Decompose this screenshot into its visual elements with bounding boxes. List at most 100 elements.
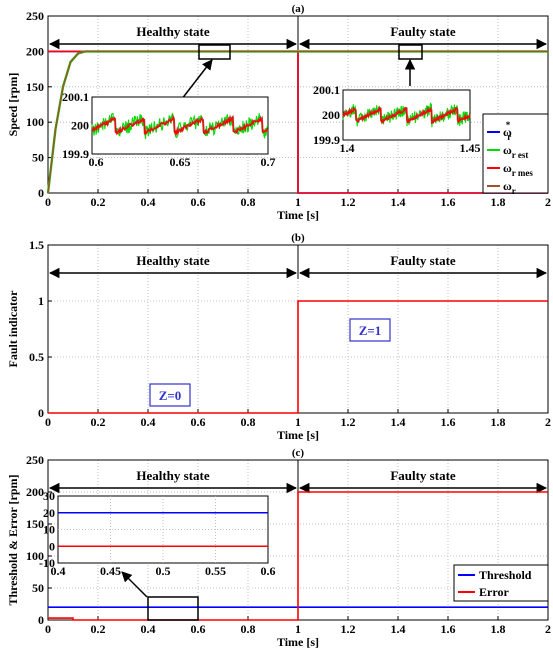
healthy-state-label: Healthy state xyxy=(136,24,210,39)
inset-x-tick-label: 1.4 xyxy=(340,141,355,155)
inset-x-tick-label: 0.65 xyxy=(170,155,191,169)
legend-symbol: ω xyxy=(503,143,512,157)
error-inset: -10 0 10 20 30 0.4 0.45 0.5 0.55 0.6 xyxy=(39,489,276,578)
inset-x-tick-label: 0.6 xyxy=(89,155,104,169)
y-tick-label: 50 xyxy=(32,581,44,595)
inset-y-tick-label: 200 xyxy=(71,119,89,133)
x-tick-label: 1 xyxy=(295,195,301,209)
legend-subscript: r est xyxy=(512,150,529,160)
x-tick-label: 1.2 xyxy=(341,622,356,636)
x-tick-label: 1.8 xyxy=(491,622,506,636)
inset-x-tick-label: 0.6 xyxy=(261,564,276,578)
legend-actual-label: ωr xyxy=(503,179,516,196)
inset-y-tick-label: 0 xyxy=(49,539,55,553)
inset-x-tick-label: 0.45 xyxy=(100,564,121,578)
healthy-state-label: Healthy state xyxy=(136,468,210,483)
x-tick-label: 1.4 xyxy=(391,622,406,636)
y-tick-label: 1.5 xyxy=(29,238,44,252)
inset-y-tick-label: -10 xyxy=(39,556,55,570)
x-tick-label: 1.2 xyxy=(341,415,356,429)
z0-annotation-frame xyxy=(149,383,191,407)
x-tick-label: 2 xyxy=(545,415,551,429)
inset-x-tick-label: 0.5 xyxy=(156,564,171,578)
y-tick-label: 100 xyxy=(26,549,44,563)
x-axis-label: Time [s] xyxy=(277,635,319,649)
inset-y-tick-label: 200.1 xyxy=(313,83,340,97)
faulty-state-label: Faulty state xyxy=(390,468,456,483)
x-tick-label: 1.4 xyxy=(391,415,406,429)
inset-measured-trace xyxy=(342,107,471,124)
y-tick-label: 0 xyxy=(38,613,44,627)
y-tick-label: 100 xyxy=(26,115,44,129)
z0-annotation: Z=0 xyxy=(159,388,182,403)
x-tick-label: 1.8 xyxy=(491,195,506,209)
chart-title: (a) xyxy=(292,3,305,15)
legend-subscript: r xyxy=(507,132,511,142)
legend-superscript: * xyxy=(506,120,511,130)
inset-frame xyxy=(91,96,269,155)
legend-c-frame xyxy=(453,564,549,602)
y-axis-label: Threshold & Error [rpm] xyxy=(6,474,20,605)
inset-x-tick-label: 0.55 xyxy=(205,564,226,578)
x-tick-label: 1.2 xyxy=(341,195,356,209)
x-tick-label: 0.6 xyxy=(191,622,206,636)
x-tick-label: 0 xyxy=(45,415,51,429)
x-tick-label: 1 xyxy=(295,622,301,636)
legend-estimated-label: ωr est xyxy=(503,143,528,160)
legend-measured-label: ωr mes xyxy=(503,161,533,178)
inset-y-tick-label: 30 xyxy=(43,489,55,503)
legend-subscript: r mes xyxy=(512,168,534,178)
chart-b: 0 0.2 0.4 0.6 0.8 1 1.2 1.4 1.6 1.8 2 0 0.5 1 1.5 (b) Ti… xyxy=(6,232,551,442)
inset-y-tick-label: 20 xyxy=(43,506,55,520)
x-tick-label: 1.6 xyxy=(441,622,456,636)
y-tick-label: 0 xyxy=(38,406,44,420)
x-tick-label: 0.2 xyxy=(91,415,106,429)
legend-subscript: r xyxy=(512,186,516,196)
y-tick-label: 0 xyxy=(38,186,44,200)
x-tick-label: 1.6 xyxy=(441,415,456,429)
inset-y-tick-label: 199.9 xyxy=(313,133,340,147)
x-tick-label: 0.6 xyxy=(191,415,206,429)
inset-x-tick-label: 1.45 xyxy=(460,141,481,155)
chart-title: (b) xyxy=(291,232,305,244)
x-tick-label: 2 xyxy=(545,195,551,209)
inset-y-tick-label: 200 xyxy=(322,108,340,122)
x-tick-label: 0.4 xyxy=(141,195,156,209)
legend-reference-label: ω* r xyxy=(503,120,512,142)
inset-x-tick-label: 0.7 xyxy=(261,155,276,169)
x-tick-label: 0.8 xyxy=(241,622,256,636)
fault-indicator-line xyxy=(48,300,548,414)
x-tick-label: 0 xyxy=(45,622,51,636)
x-tick-label: 1.6 xyxy=(441,195,456,209)
y-tick-label: 150 xyxy=(26,80,44,94)
legend-error-label: Error xyxy=(479,585,509,599)
y-axis-label: Speed [rpm] xyxy=(6,73,20,137)
y-axis-label: Fault indicator xyxy=(6,290,20,368)
legend-threshold-label: Threshold xyxy=(479,568,532,582)
chart-a: 0 0.2 0.4 0.6 0.8 1 1.2 1.4 1.6 1.8 2 0 50 100 150 200 2… xyxy=(6,3,551,222)
z1-annotation: Z=1 xyxy=(359,323,382,338)
legend-a-frame xyxy=(482,113,549,194)
y-tick-label: 0.5 xyxy=(29,350,44,364)
x-tick-label: 0.8 xyxy=(241,415,256,429)
y-tick-label: 200 xyxy=(26,44,44,58)
x-tick-label: 1.4 xyxy=(391,195,406,209)
inset-x-tick-label: 0.4 xyxy=(51,564,66,578)
x-tick-label: 0.4 xyxy=(141,415,156,429)
y-tick-label: 250 xyxy=(26,9,44,23)
y-tick-label: 50 xyxy=(32,151,44,165)
x-tick-label: 2 xyxy=(545,622,551,636)
faulty-state-label: Faulty state xyxy=(390,253,456,268)
y-tick-label: 150 xyxy=(26,517,44,531)
x-tick-label: 1.8 xyxy=(491,415,506,429)
speed-inset-1: 199.9 200 200.1 0.6 0.65 0.7 xyxy=(62,90,276,169)
legend-symbol: ω xyxy=(503,125,512,139)
z1-annotation-frame xyxy=(349,318,391,342)
speed-inset-2: 199.9 200 200.1 1.4 1.45 xyxy=(313,83,481,155)
x-tick-label: 0.4 xyxy=(141,622,156,636)
x-tick-label: 0.2 xyxy=(91,622,106,636)
series-actual-line xyxy=(47,50,548,194)
x-tick-label: 0.2 xyxy=(91,195,106,209)
